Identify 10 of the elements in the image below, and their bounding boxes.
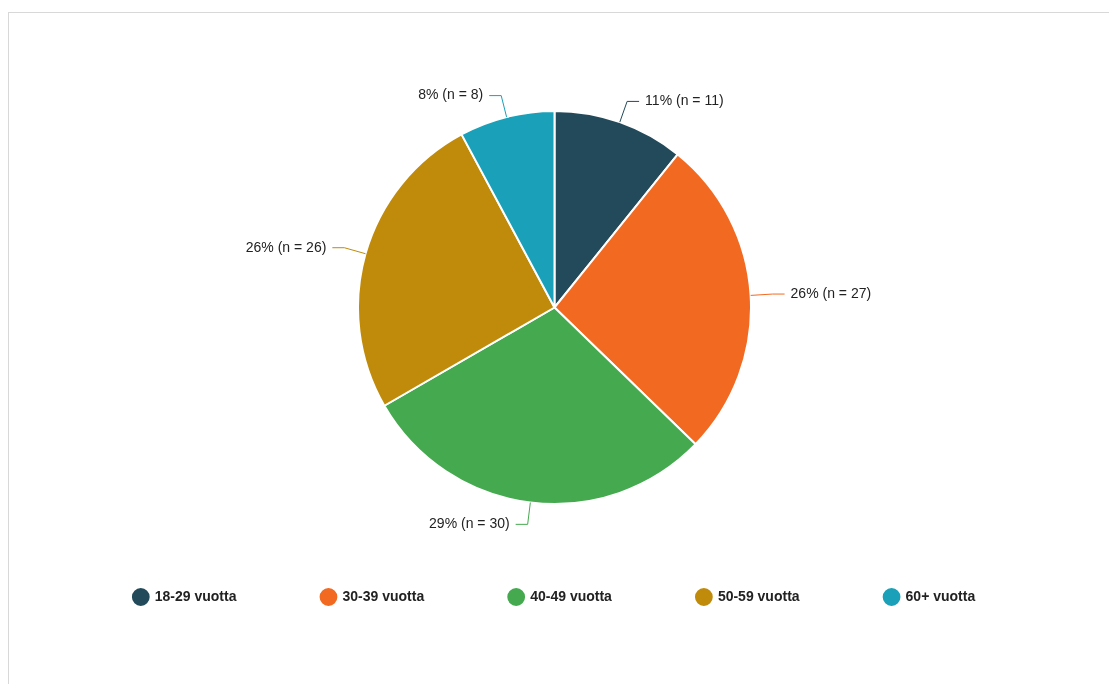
data-label: 29% (n = 30) <box>429 515 510 532</box>
data-label: 8% (n = 8) <box>418 86 484 103</box>
data-label: 26% (n = 26) <box>245 238 327 255</box>
legend-label: 40-49 vuotta <box>530 587 613 604</box>
legend-label: 30-39 vuotta <box>342 587 425 604</box>
legend-label: 50-59 vuotta <box>717 587 800 604</box>
data-label: 26% (n = 27) <box>790 284 872 301</box>
data-label: 11% (n = 11) <box>645 92 724 109</box>
legend-label: 60+ vuotta <box>905 587 976 604</box>
legend-label: 18-29 vuotta <box>154 587 237 604</box>
